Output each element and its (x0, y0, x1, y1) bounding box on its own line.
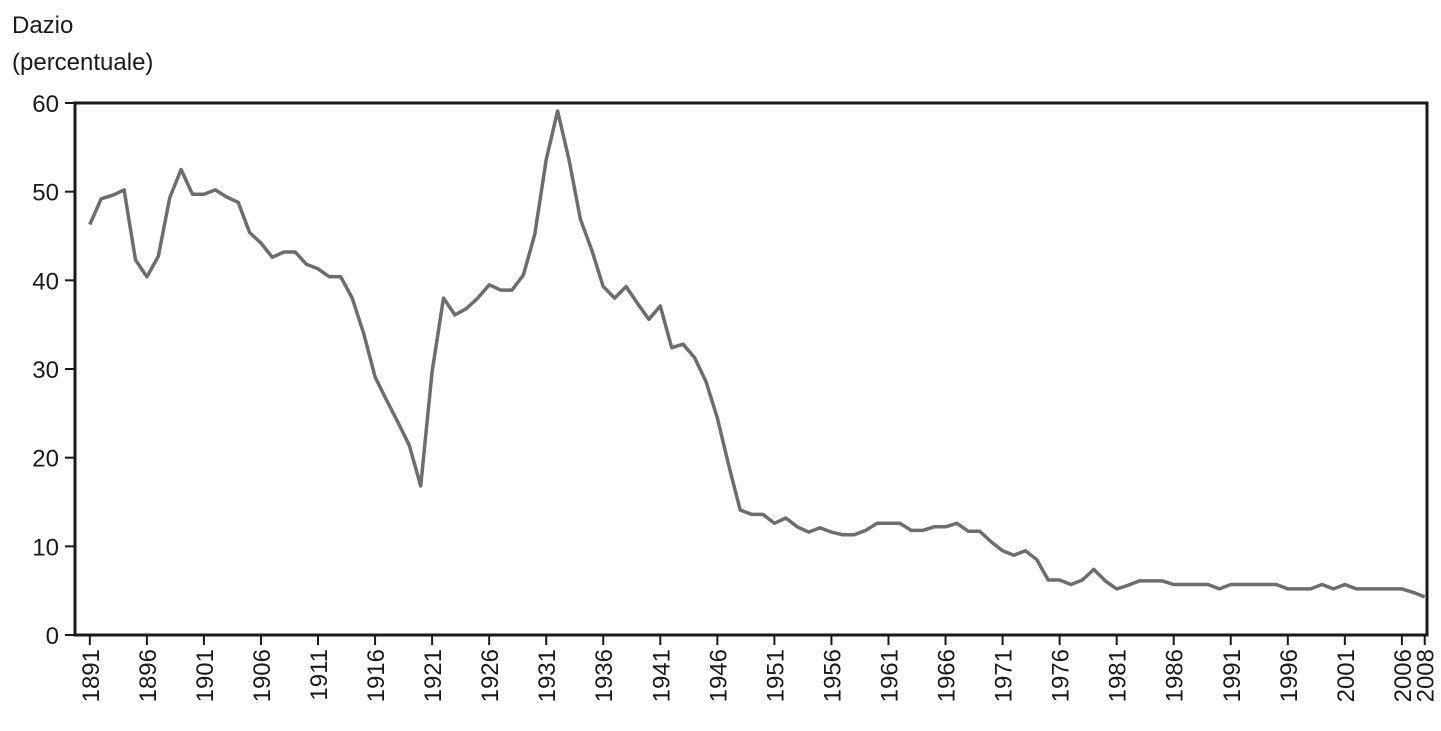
y-tick-label: 30 (32, 357, 59, 384)
x-tick-label: 2001 (1333, 649, 1360, 702)
y-tick-label: 60 (32, 91, 59, 118)
y-tick-label: 40 (32, 268, 59, 295)
y-tick-label: 10 (32, 534, 59, 561)
x-tick-label: 1971 (991, 649, 1018, 702)
x-tick-label: 1976 (1048, 649, 1075, 702)
x-tick-label: 1911 (306, 649, 333, 701)
x-tick-label: 1996 (1276, 649, 1303, 702)
x-tick-label: 1916 (363, 649, 390, 702)
y-axis-label: (percentuale) (12, 49, 153, 76)
x-tick-label: 1961 (876, 649, 903, 702)
x-tick-label: 2008 (1413, 649, 1440, 702)
x-tick-label: 1951 (762, 649, 789, 702)
x-tick-label: 1901 (192, 649, 219, 702)
x-tick-label: 1946 (705, 649, 732, 702)
y-tick-label: 20 (32, 446, 59, 473)
x-tick-label: 1986 (1162, 649, 1189, 702)
y-axis-label: Dazio (12, 12, 73, 39)
y-tick-label: 0 (46, 623, 59, 650)
x-tick-label: 1956 (819, 649, 846, 702)
x-tick-label: 1921 (420, 649, 447, 702)
x-tick-label: 1906 (249, 649, 276, 702)
plot-frame (73, 101, 1429, 637)
x-tick-label: 1931 (534, 649, 561, 702)
x-tick-label: 1941 (648, 649, 675, 702)
x-tick-label: 1926 (477, 649, 504, 702)
x-tick-label: 1991 (1219, 649, 1246, 702)
x-tick-label: 1891 (78, 649, 105, 702)
x-tick-label: 1966 (934, 649, 961, 702)
data-line (88, 109, 1426, 599)
y-tick-label: 50 (32, 180, 59, 207)
x-tick-label: 1936 (591, 649, 618, 702)
x-tick-label: 1896 (135, 649, 162, 702)
x-tick-label: 2006 (1390, 649, 1417, 702)
x-tick-label: 1981 (1105, 649, 1132, 702)
